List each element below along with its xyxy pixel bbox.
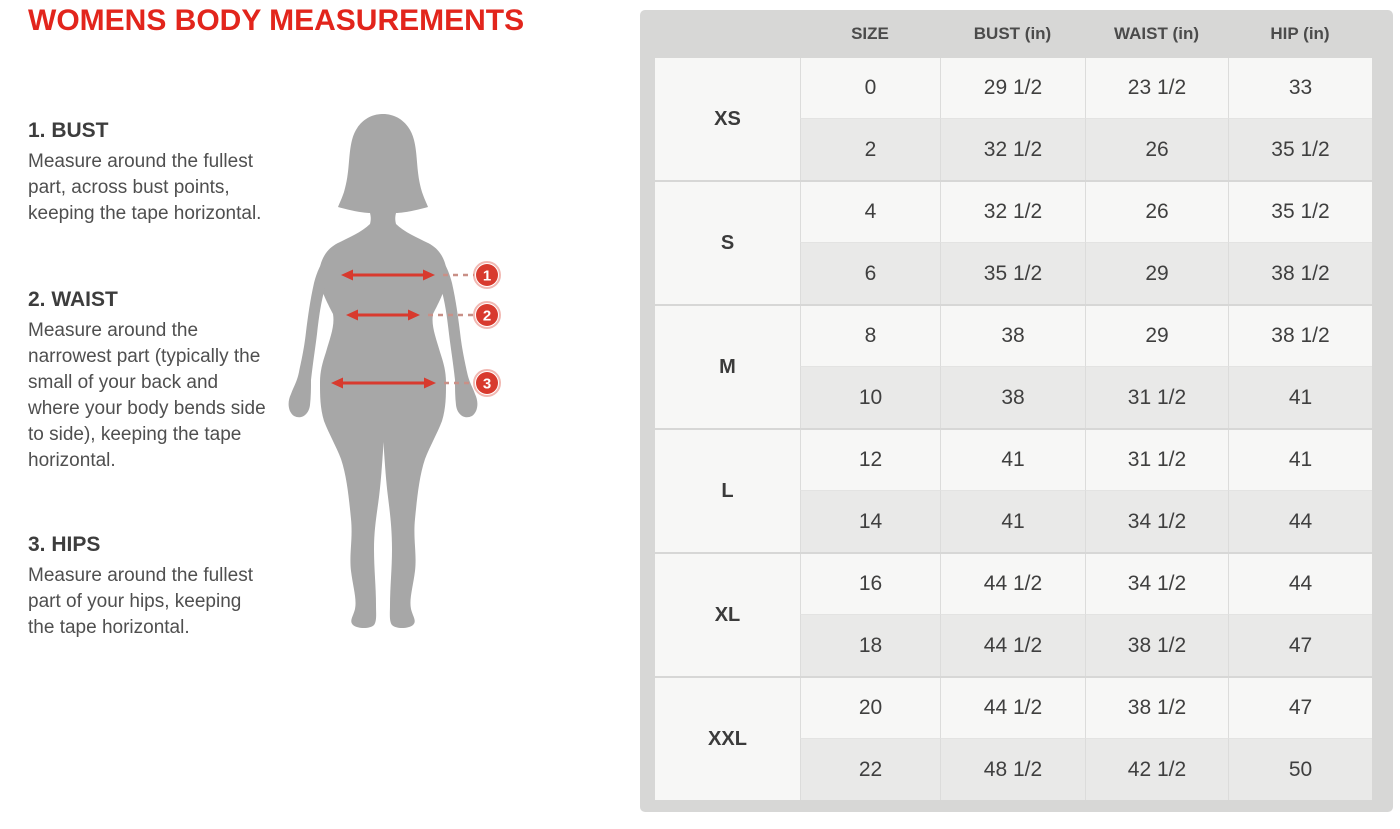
bust-arrow-left-icon: [341, 269, 353, 281]
instruction-body: Measure around the fullest part, across …: [28, 151, 262, 224]
instruction-section: 1. BUST Measure around the fullest part, …: [28, 119, 268, 227]
measurement-cell: 50: [1228, 739, 1372, 800]
bust-marker-ring: [473, 261, 501, 289]
measurement-cell: 31 1/2: [1085, 367, 1228, 428]
measurement-cell: 42 1/2: [1085, 739, 1228, 800]
measurement-cell: 22: [800, 739, 940, 800]
hip-marker-number: 3: [483, 376, 491, 393]
column-header: BUST (in): [973, 24, 1052, 43]
measurement-cell: 35 1/2: [940, 243, 1085, 304]
size-group-row: XL 16 44 1/2 34 1/2 44 18 44 1/2 38 1/2 47: [655, 554, 1372, 676]
measurement-cell: 34 1/2: [1085, 554, 1228, 615]
bust-marker-circle: [476, 264, 498, 286]
hip-measurement: 3: [331, 369, 501, 397]
instruction-heading: 2. WAIST: [28, 288, 118, 311]
measurement-cell: 29: [1085, 243, 1228, 304]
measurement-cell: 23 1/2: [1085, 58, 1228, 119]
measurement-cell: 38: [940, 306, 1085, 367]
table-header-row: SIZE BUST (in) WAIST (in) HIP (in): [655, 10, 1372, 58]
measurement-cell: 41: [1228, 430, 1372, 491]
waist-marker-number: 2: [483, 308, 491, 325]
right-arm-silhouette: [424, 243, 478, 418]
measurement-cell: 44 1/2: [940, 615, 1085, 676]
bust-measurement: 1: [341, 261, 501, 289]
body-measurement-diagram: 1 2 3: [288, 114, 501, 628]
size-chart-table: SIZE BUST (in) WAIST (in) HIP (in) XS 0 29 1/…: [640, 10, 1393, 812]
bust-marker-number: 1: [483, 268, 491, 285]
measurement-cell: 47: [1228, 678, 1372, 739]
hip-arrow-left-icon: [331, 377, 343, 389]
waist-marker-circle: [476, 304, 498, 326]
measurement-cell: 33: [1228, 58, 1372, 119]
measurement-cell: 44: [1228, 491, 1372, 552]
page-title: WOMENS BODY MEASUREMENTS: [28, 4, 525, 37]
instruction-body: Measure around the narrowest part (typic…: [28, 320, 266, 471]
waist-arrow-left-icon: [346, 309, 358, 321]
size-group-row: M 8 38 29 38 1/2 10 38 31 1/2 41: [655, 306, 1372, 428]
instruction-heading: 1. BUST: [28, 119, 109, 142]
size-group-label: L: [655, 430, 800, 552]
measurement-cell: 38: [940, 367, 1085, 428]
measurement-cell: 48 1/2: [940, 739, 1085, 800]
size-group-row: S 4 32 1/2 26 35 1/2 6 35 1/2 29 38 1/2: [655, 182, 1372, 304]
measurement-cell: 44: [1228, 554, 1372, 615]
measurement-cell: 41: [940, 430, 1085, 491]
hip-marker-circle: [476, 372, 498, 394]
measurement-cell: 41: [1228, 367, 1372, 428]
column-header: WAIST (in): [1114, 24, 1199, 43]
size-group-row: L 12 41 31 1/2 41 14 41 34 1/2 44: [655, 430, 1372, 552]
measurement-cell: 12: [800, 430, 940, 491]
size-group-label: XS: [655, 58, 800, 180]
measurement-cell: 10: [800, 367, 940, 428]
measurement-cell: 35 1/2: [1228, 119, 1372, 180]
measurement-cell: 38 1/2: [1228, 243, 1372, 304]
waist-marker-ring: [473, 301, 501, 329]
measurement-cell: 29: [1085, 306, 1228, 367]
column-header: HIP (in): [1270, 24, 1330, 43]
measurement-cell: 38 1/2: [1228, 306, 1372, 367]
measurement-cell: 38 1/2: [1085, 615, 1228, 676]
measurement-cell: 35 1/2: [1228, 182, 1372, 243]
measurement-cell: 8: [800, 306, 940, 367]
size-group-label: XXL: [655, 678, 800, 800]
measurement-cell: 14: [800, 491, 940, 552]
instruction-body: Measure around the fullest part of your …: [28, 565, 253, 638]
instruction-section: 2. WAIST Measure around the narrowest par…: [28, 288, 268, 474]
instruction-heading: 3. HIPS: [28, 533, 101, 556]
size-group-row: XS 0 29 1/2 23 1/2 33 2 32 1/2 26 35 1/2: [655, 58, 1372, 180]
measurement-cell: 41: [940, 491, 1085, 552]
table-body: XS 0 29 1/2 23 1/2 33 2 32 1/2 26 35 1/2 S 4 32 1/2…: [655, 58, 1372, 800]
measurement-cell: 32 1/2: [940, 119, 1085, 180]
measurement-cell: 16: [800, 554, 940, 615]
measurement-cell: 38 1/2: [1085, 678, 1228, 739]
size-group-label: M: [655, 306, 800, 428]
measurement-cell: 18: [800, 615, 940, 676]
left-arm-silhouette: [288, 243, 342, 418]
measurement-cell: 26: [1085, 119, 1228, 180]
instruction-section: 3. HIPS Measure around the fullest part o…: [28, 533, 268, 641]
measurement-cell: 26: [1085, 182, 1228, 243]
body-silhouette: [318, 114, 448, 628]
measurement-cell: 47: [1228, 615, 1372, 676]
hip-arrow-right-icon: [424, 377, 436, 389]
measurement-cell: 34 1/2: [1085, 491, 1228, 552]
size-group-label: XL: [655, 554, 800, 676]
measurement-cell: 20: [800, 678, 940, 739]
bust-arrow-right-icon: [423, 269, 435, 281]
measurement-cell: 4: [800, 182, 940, 243]
measurement-cell: 44 1/2: [940, 554, 1085, 615]
hip-marker-ring: [473, 369, 501, 397]
column-header: SIZE: [851, 24, 889, 43]
measurement-cell: 31 1/2: [1085, 430, 1228, 491]
measurement-cell: 0: [800, 58, 940, 119]
measurement-cell: 32 1/2: [940, 182, 1085, 243]
waist-arrow-right-icon: [408, 309, 420, 321]
measurement-cell: 6: [800, 243, 940, 304]
size-group-row: XXL 20 44 1/2 38 1/2 47 22 48 1/2 42 1/2 50: [655, 678, 1372, 800]
measurement-cell: 29 1/2: [940, 58, 1085, 119]
waist-measurement: 2: [346, 301, 501, 329]
measurement-cell: 2: [800, 119, 940, 180]
measurement-cell: 44 1/2: [940, 678, 1085, 739]
size-group-label: S: [655, 182, 800, 304]
